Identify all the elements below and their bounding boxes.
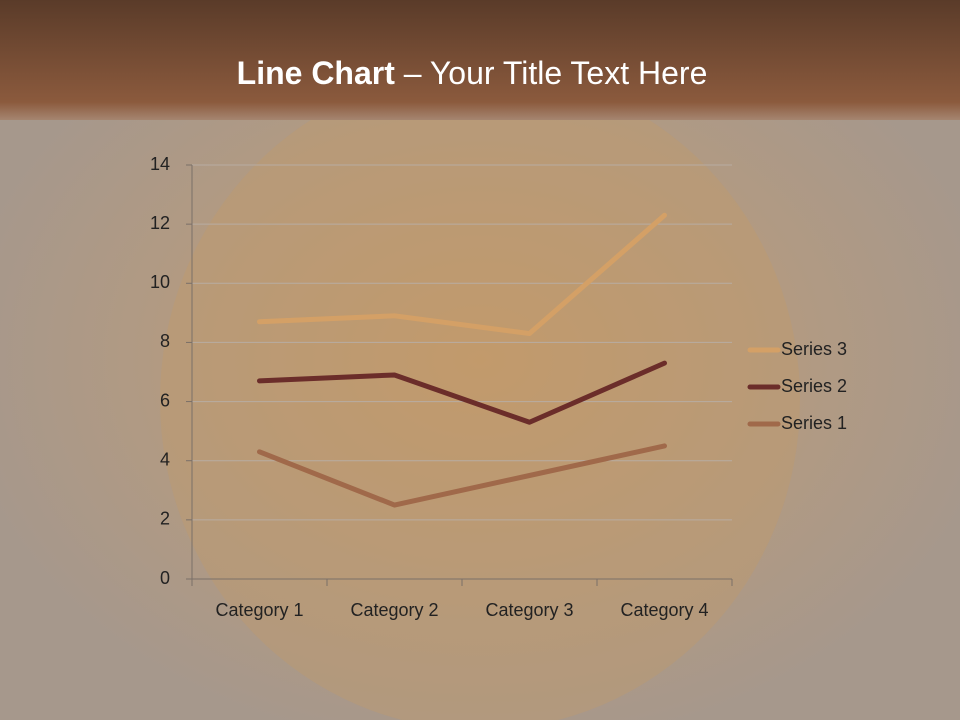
y-tick-label: 8 [160, 331, 170, 351]
y-tick-label: 14 [150, 154, 170, 174]
x-tick-label: Category 4 [620, 600, 708, 620]
y-tick-label: 2 [160, 509, 170, 529]
y-tick-label: 0 [160, 568, 170, 588]
x-tick-label: Category 1 [215, 600, 303, 620]
y-tick-label: 6 [160, 390, 170, 410]
title-band [0, 0, 960, 120]
series-line [257, 212, 667, 337]
legend-label: Series 2 [781, 376, 847, 396]
series-line [257, 360, 667, 425]
slide-title: Line Chart – Your Title Text Here [237, 55, 708, 91]
title-bold: Line Chart [237, 55, 396, 91]
legend-label: Series 1 [781, 413, 847, 433]
series-line [257, 443, 667, 508]
x-tick-label: Category 2 [350, 600, 438, 620]
y-tick-label: 12 [150, 213, 170, 233]
x-tick-label: Category 3 [485, 600, 573, 620]
photo-tone [160, 70, 800, 725]
title-rest: – Your Title Text Here [404, 55, 708, 91]
legend-label: Series 3 [781, 339, 847, 359]
chart: 0 2 4 6 8 10 12 14 Category 1 Category 2 Category … [150, 154, 847, 620]
y-tick-label: 4 [160, 449, 170, 469]
y-tick-label: 10 [150, 272, 170, 292]
